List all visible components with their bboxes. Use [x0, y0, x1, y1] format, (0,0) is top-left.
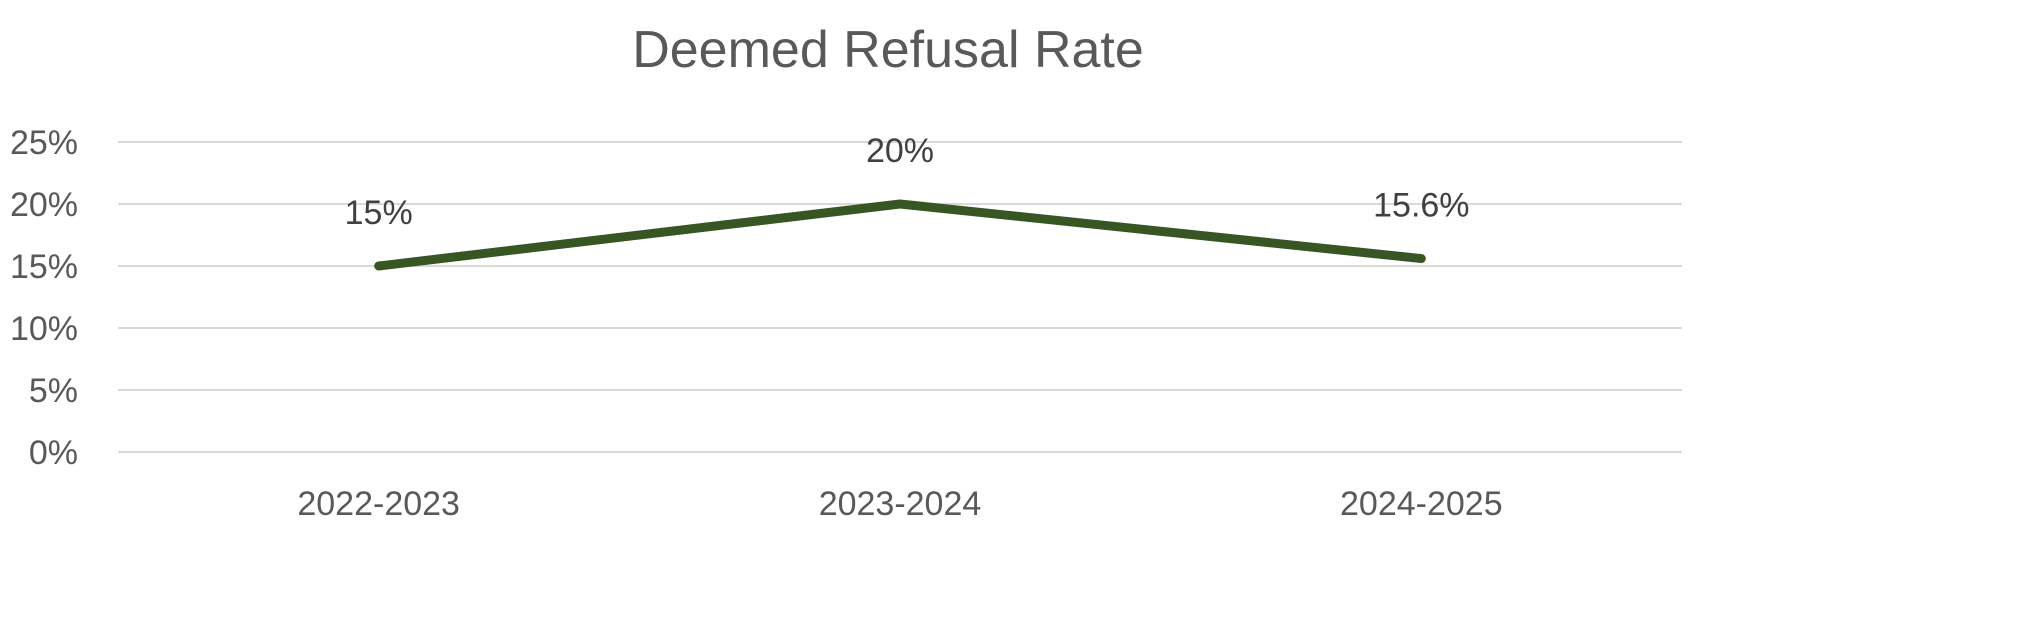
x-tick-label: 2023-2024	[819, 485, 982, 523]
data-label: 15.6%	[1373, 187, 1469, 225]
y-tick-label: 25%	[10, 124, 78, 162]
series	[374, 199, 1426, 271]
y-tick-label: 0%	[29, 434, 78, 472]
y-tick-label: 10%	[10, 310, 78, 348]
y-axis-tick-labels: 0% 5% 10% 15% 20% 25%	[10, 124, 78, 472]
x-tick-label: 2022-2023	[297, 485, 460, 523]
y-tick-label: 15%	[10, 248, 78, 286]
chart-title: Deemed Refusal Rate	[632, 21, 1144, 79]
data-label: 20%	[866, 132, 934, 170]
x-tick-label: 2024-2025	[1340, 485, 1503, 523]
y-tick-label: 5%	[29, 372, 78, 410]
data-labels: 15% 20% 15.6%	[345, 132, 1470, 232]
x-axis-tick-labels: 2022-2023 2023-2024 2024-2025	[297, 485, 1502, 523]
data-label: 15%	[345, 194, 413, 232]
series-line	[374, 199, 1426, 271]
y-tick-label: 20%	[10, 186, 78, 224]
